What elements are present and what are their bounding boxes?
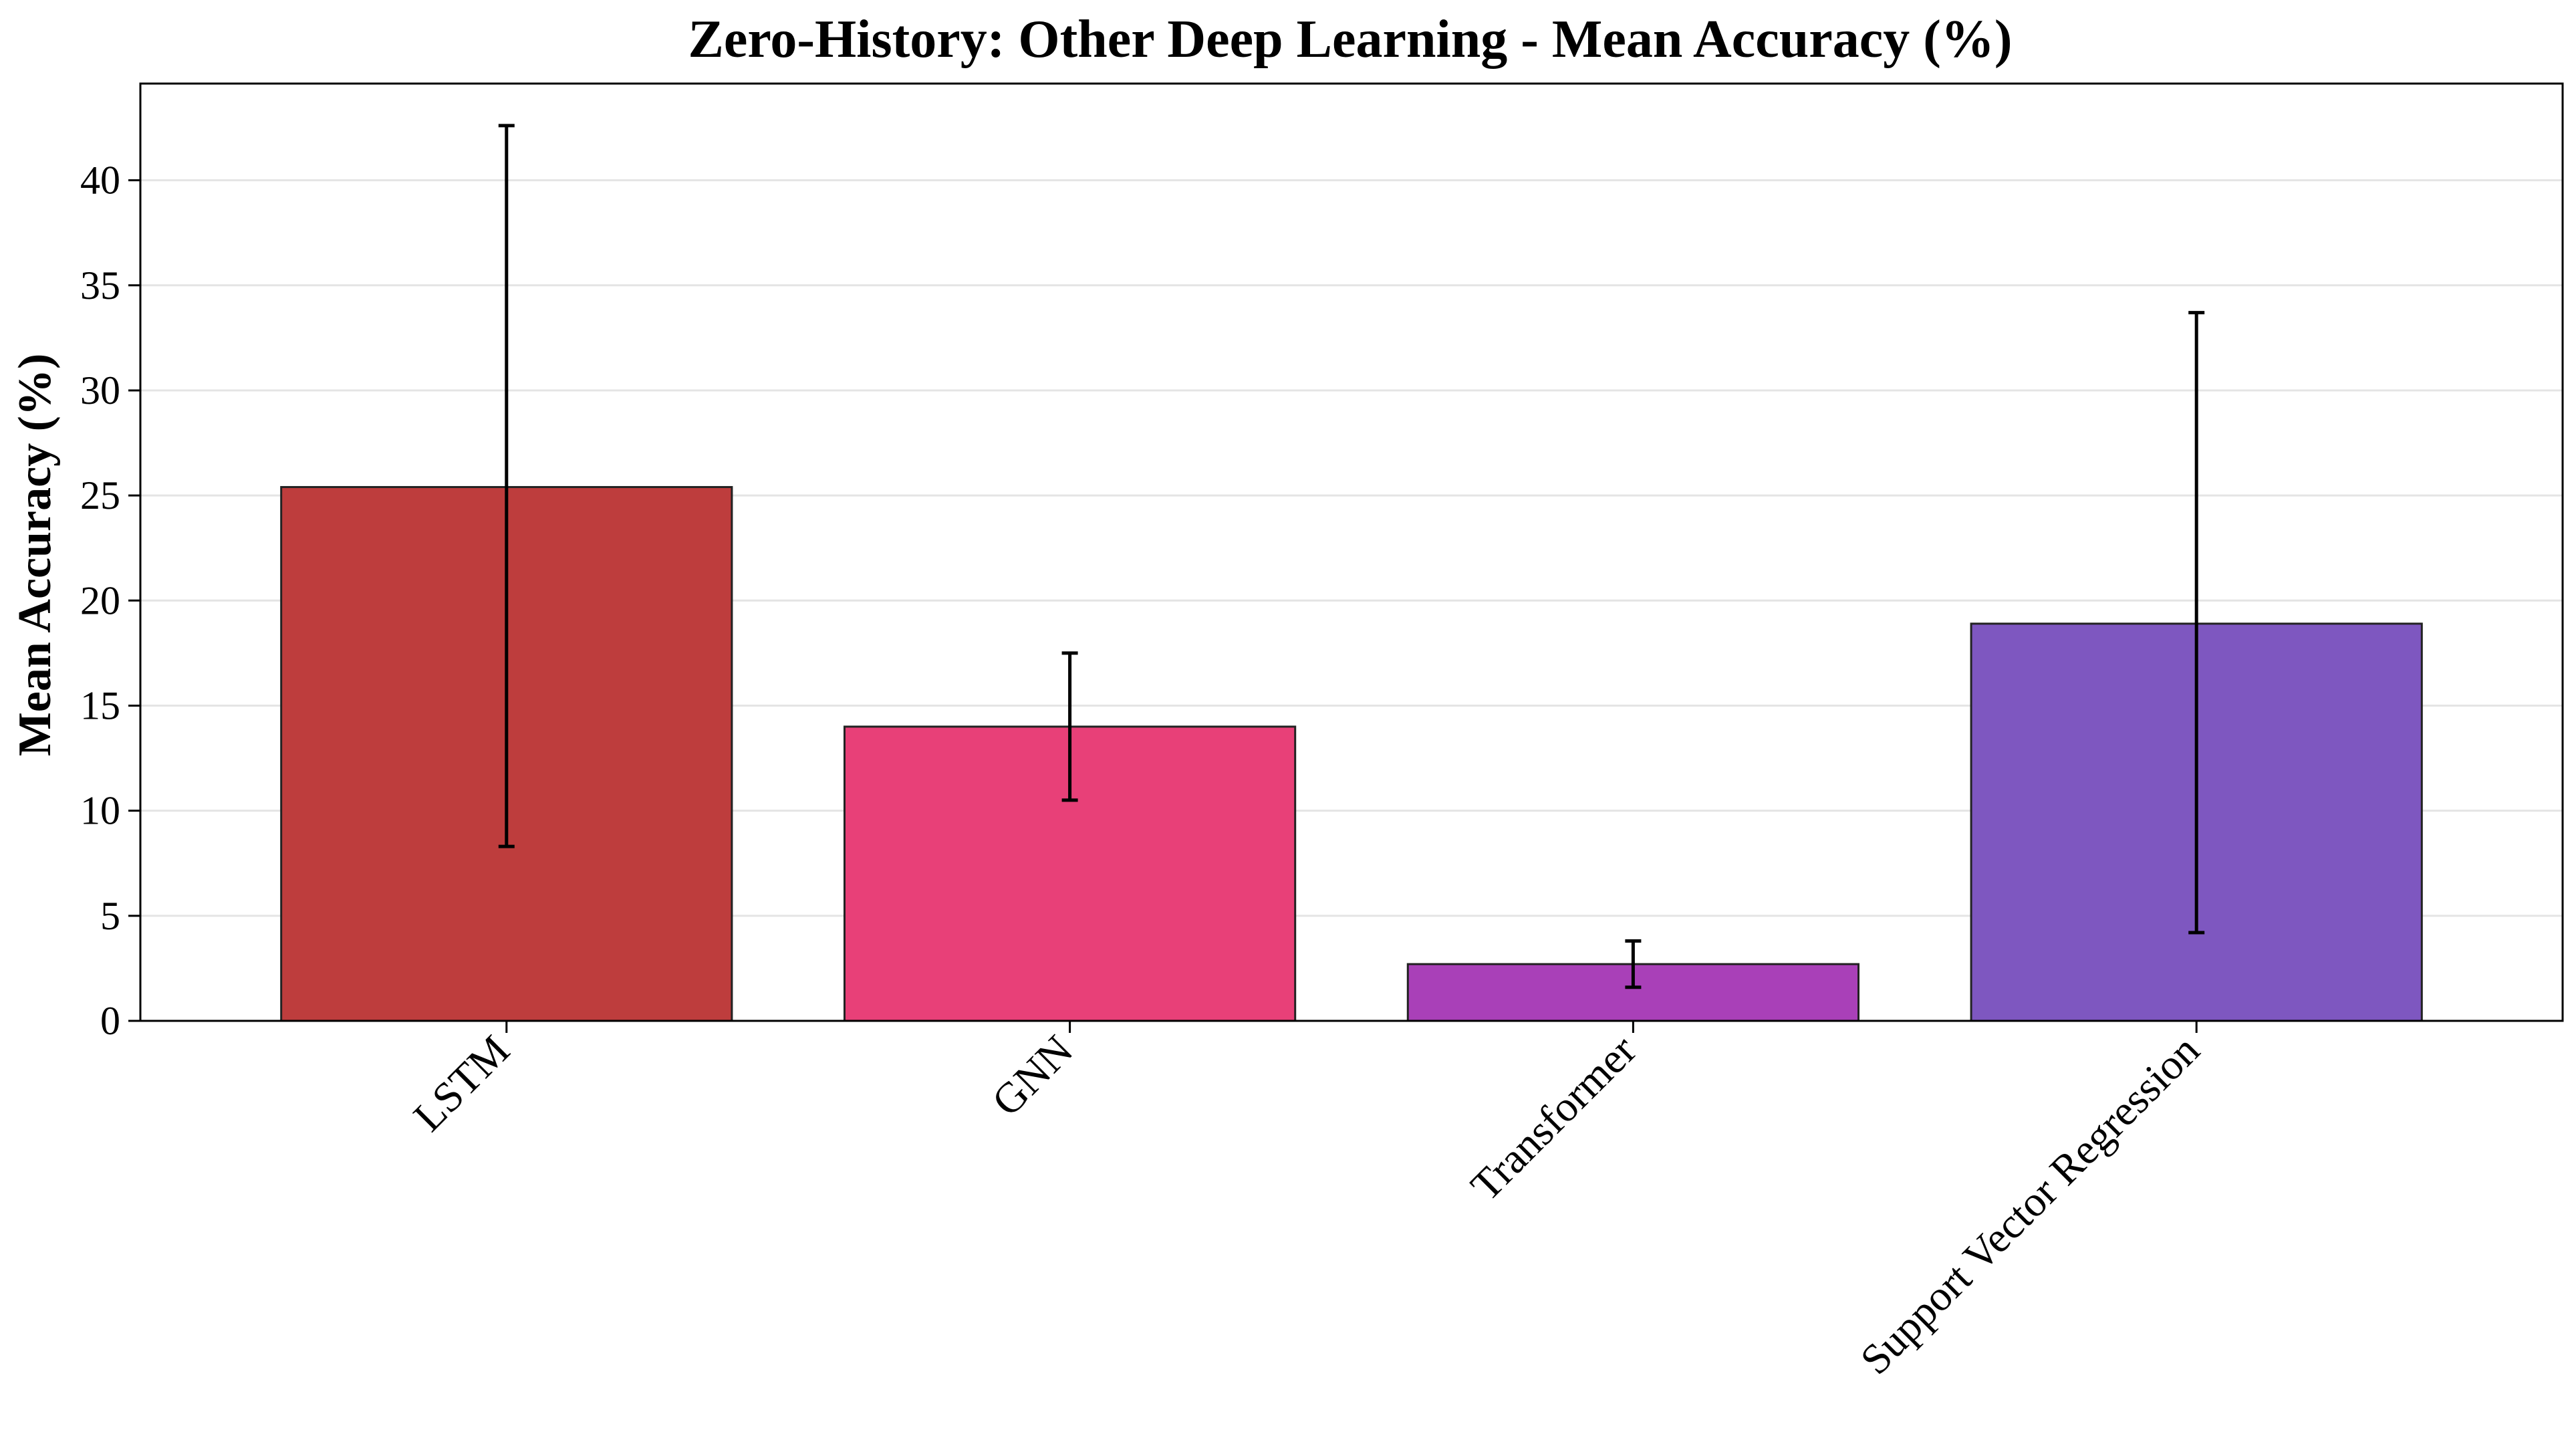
x-tick-label: LSTM xyxy=(404,1026,519,1141)
y-tick-label: 30 xyxy=(80,368,120,412)
x-axis-ticks: LSTM GNN Transformer Support Vector Regress… xyxy=(404,1021,2208,1383)
y-tick-label: 15 xyxy=(80,683,120,727)
x-tick-label: GNN xyxy=(983,1026,1081,1125)
y-tick-label: 5 xyxy=(100,894,120,938)
plot-frame xyxy=(139,82,2564,1022)
bars xyxy=(280,486,2423,1022)
y-tick-label: 40 xyxy=(80,158,120,203)
y-tick-label: 20 xyxy=(80,578,120,622)
y-tick-label: 35 xyxy=(80,263,120,308)
y-axis-ticks: 0 5 10 15 20 25 30 35 40 xyxy=(80,158,140,1043)
chart-title: Zero-History: Other Deep Learning - Mean… xyxy=(688,10,2012,69)
y-axis-label: Mean Accuracy (%) xyxy=(9,354,61,757)
x-tick-label: Transformer xyxy=(1462,1026,1646,1210)
y-tick-label: 0 xyxy=(100,999,120,1043)
x-tick-label: Support Vector Regression xyxy=(1851,1026,2209,1384)
error-bars xyxy=(498,124,2205,989)
y-tick-label: 25 xyxy=(80,473,120,517)
y-tick-label: 10 xyxy=(80,789,120,833)
